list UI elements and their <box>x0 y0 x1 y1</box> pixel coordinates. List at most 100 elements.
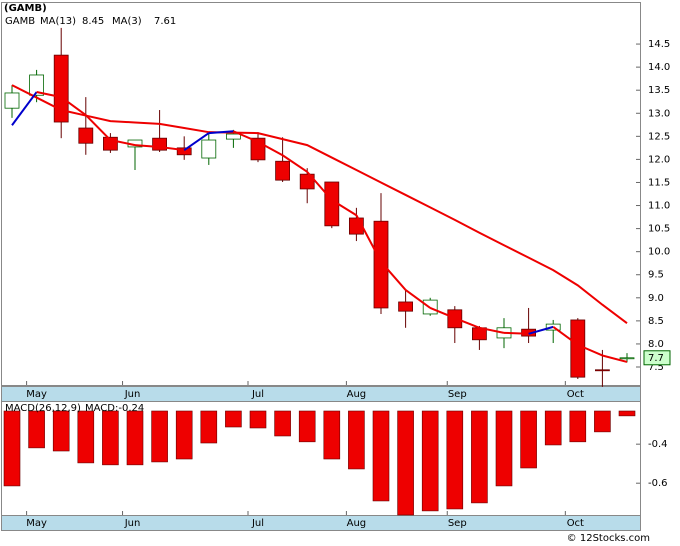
macd-bar <box>102 410 119 466</box>
macd-bar <box>397 410 414 516</box>
ma-line-segment <box>503 331 529 335</box>
macd-title: MACD(26,12,9) <box>5 403 81 414</box>
macd-bar <box>298 410 316 443</box>
ma-line-segment <box>11 91 38 126</box>
ma-line-segment <box>36 91 62 99</box>
x-tick-label: Sep <box>448 389 467 400</box>
candle-body <box>53 54 69 123</box>
ma-line-segment <box>528 325 554 335</box>
ma-line-segment <box>306 171 333 201</box>
ma-line-segment <box>183 132 210 151</box>
y-tick-label: 10.0 <box>648 247 670 258</box>
macd-bar <box>520 410 537 469</box>
macd-bar <box>544 410 562 446</box>
y-tick-label: 7.5 <box>648 362 664 373</box>
y-tick-label: 10.5 <box>648 224 670 235</box>
y-tick-label: 14.5 <box>648 39 670 50</box>
candle-body <box>275 160 291 181</box>
x-tick-label: Aug <box>347 518 367 529</box>
macd-value: MACD:-0.24 <box>85 403 144 414</box>
macd-bar <box>3 410 21 487</box>
x-tick-label: Oct <box>567 518 584 529</box>
macd-bar <box>594 410 611 433</box>
legend-name: MA(3) <box>112 16 142 27</box>
y-tick-label: 12.0 <box>648 154 670 165</box>
ma-line-segment <box>355 214 382 263</box>
footer: © 12Stocks.com <box>567 533 650 544</box>
x-tick-label: Jul <box>251 518 264 529</box>
macd-bar <box>372 410 390 502</box>
y-tick-label: 11.0 <box>648 201 670 212</box>
x-tick-label: Aug <box>347 389 367 400</box>
y-tick-label: 14.0 <box>648 62 670 73</box>
candle-body <box>4 92 20 109</box>
macd-bar <box>421 410 439 512</box>
y-tick-label: -0.6 <box>648 478 668 489</box>
ma-line-segment <box>233 130 259 143</box>
macd-bar <box>200 410 218 444</box>
macd-bar <box>175 410 193 460</box>
candle-body <box>595 369 610 372</box>
ma-line-segment <box>257 140 284 157</box>
macd-bar <box>28 410 45 449</box>
y-tick-label: 8.0 <box>648 339 664 350</box>
ma-line-segment <box>60 96 87 116</box>
ma-line-segment <box>380 261 407 291</box>
candle-body <box>176 147 192 156</box>
date-band <box>1 515 641 531</box>
candle-body <box>152 137 168 151</box>
ma-line-segment <box>85 114 112 141</box>
ma-line-segment <box>429 307 456 320</box>
y-tick-label: 12.5 <box>648 131 670 142</box>
candle-body <box>299 173 315 190</box>
y-tick-label: 11.5 <box>648 177 670 188</box>
price-panel <box>1 2 641 386</box>
chart-title: (GAMB) <box>4 3 47 14</box>
ma-line <box>11 84 628 324</box>
x-tick-label: May <box>26 518 47 529</box>
ma-line-segment <box>602 354 628 363</box>
y-tick-label: 9.0 <box>648 293 664 304</box>
x-tick-label: Jun <box>124 389 141 400</box>
x-tick-label: May <box>26 389 47 400</box>
candle-body <box>201 139 217 159</box>
macd-bar <box>151 410 168 463</box>
macd-bar <box>618 410 636 417</box>
y-tick-label: 8.5 <box>648 316 664 327</box>
macd-bar <box>249 410 267 429</box>
x-tick-label: Jun <box>124 518 141 529</box>
x-tick-label: Jul <box>251 389 264 400</box>
candle-body <box>225 133 241 140</box>
ma-line-segment <box>282 154 308 173</box>
y-tick-label: 9.5 <box>648 270 664 281</box>
y-tick-label: -0.4 <box>648 439 668 450</box>
ma-line-segment <box>331 199 357 217</box>
legend-value: 8.45 <box>82 16 104 27</box>
y-tick-label: 13.5 <box>648 85 670 96</box>
macd-bar <box>274 410 291 437</box>
macd-bar <box>77 410 95 464</box>
date-band <box>1 386 641 402</box>
macd-bar <box>471 410 488 504</box>
ma-line-segment <box>159 145 185 152</box>
ma-line-segment <box>552 326 579 346</box>
ma-line-segment <box>454 317 480 329</box>
macd-bar <box>446 410 464 510</box>
x-tick-label: Sep <box>448 518 467 529</box>
macd-bar <box>569 410 587 443</box>
candle-body <box>78 127 94 144</box>
candle-body <box>29 74 45 96</box>
legend-symbol: GAMB <box>5 16 35 27</box>
x-tick-label: Oct <box>567 389 584 400</box>
y-tick-label: 13.0 <box>648 108 670 119</box>
last-price: 7.7 <box>648 353 664 364</box>
ma-line-segment <box>110 139 136 147</box>
legend-name: MA(13) <box>40 16 76 27</box>
ma-line-segment <box>479 326 505 334</box>
last-price-box <box>643 350 671 366</box>
macd-bar <box>225 410 242 428</box>
macd-bar <box>323 410 341 460</box>
candle-body <box>398 301 414 312</box>
